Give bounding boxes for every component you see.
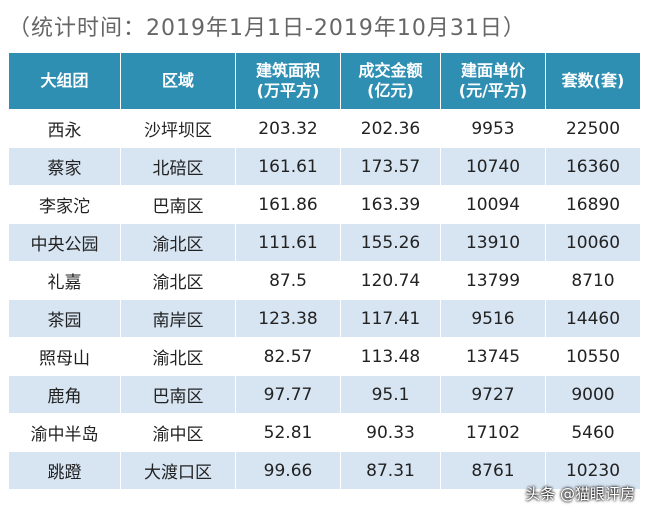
header-text: 建筑面积 [255, 61, 320, 80]
table-cell: 中央公园 [8, 223, 121, 262]
table-cell: 82.57 [235, 337, 341, 376]
table-cell: 跳蹬 [8, 451, 121, 490]
table-row: 鹿角 巴南区 97.77 95.1 9727 9000 [8, 375, 641, 414]
table-cell: 161.61 [235, 147, 341, 186]
table-cell: 渝中半岛 [8, 413, 121, 452]
table-cell: 14460 [545, 299, 641, 338]
table-cell: 87.5 [235, 261, 341, 300]
header-cell: 区域 [120, 52, 236, 110]
table-cell: 161.86 [235, 185, 341, 224]
table-cell: 渝北区 [120, 223, 236, 262]
table-cell: 203.32 [235, 109, 341, 148]
table-cell: 99.66 [235, 451, 341, 490]
header-row: 大组团 区域 建筑面积 (万平方) 成交金额 (亿元) 建面单价 (元/平方) 套数(套) [8, 52, 641, 110]
table-cell: 117.41 [340, 299, 441, 338]
table-row: 蔡家 北碚区 161.61 173.57 10740 16360 [8, 147, 641, 186]
table-cell: 16890 [545, 185, 641, 224]
table-row: 照母山 渝北区 82.57 113.48 13745 10550 [8, 337, 641, 376]
table-cell: 16360 [545, 147, 641, 186]
table-cell: 礼嘉 [8, 261, 121, 300]
table-cell: 120.74 [340, 261, 441, 300]
table-cell: 渝中区 [120, 413, 236, 452]
table-cell: 13910 [440, 223, 546, 262]
table-cell: 北碚区 [120, 147, 236, 186]
table-cell: 95.1 [340, 375, 441, 414]
table-cell: 大渡口区 [120, 451, 236, 490]
table-cell: 西永 [8, 109, 121, 148]
table-cell: 17102 [440, 413, 546, 452]
watermark: 头条 @猫眼评房 [525, 485, 635, 503]
header-text: 区域 [161, 71, 194, 90]
table-cell: 李家沱 [8, 185, 121, 224]
data-table: 大组团 区域 建筑面积 (万平方) 成交金额 (亿元) 建面单价 (元/平方) 套数(套) 西永… [8, 52, 641, 490]
table-cell: 渝北区 [120, 261, 236, 300]
table-cell: 巴南区 [120, 185, 236, 224]
table-cell: 22500 [545, 109, 641, 148]
table-cell: 10550 [545, 337, 641, 376]
table-cell: 9953 [440, 109, 546, 148]
header-cell: 成交金额 (亿元) [340, 52, 441, 110]
header-text: 大组团 [40, 71, 89, 90]
table-row: 茶园 南岸区 123.38 117.41 9516 14460 [8, 299, 641, 338]
table-cell: 87.31 [340, 451, 441, 490]
table-cell: 渝北区 [120, 337, 236, 376]
table-cell: 鹿角 [8, 375, 121, 414]
caption: （统计时间：2019年1月1日-2019年10月31日） [8, 16, 526, 41]
table-cell: 90.33 [340, 413, 441, 452]
header-cell: 大组团 [8, 52, 121, 110]
header-text: 建面单价 [460, 61, 525, 80]
table-row: 李家沱 巴南区 161.86 163.39 10094 16890 [8, 185, 641, 224]
header-cell: 建面单价 (元/平方) [440, 52, 546, 110]
table-cell: 照母山 [8, 337, 121, 376]
table-row: 西永 沙坪坝区 203.32 202.36 9953 22500 [8, 109, 641, 148]
table-row: 跳蹬 大渡口区 99.66 87.31 8761 10230 [8, 451, 641, 490]
table-cell: 8710 [545, 261, 641, 300]
table-cell: 10060 [545, 223, 641, 262]
table-cell: 10230 [545, 451, 641, 490]
table-row: 礼嘉 渝北区 87.5 120.74 13799 8710 [8, 261, 641, 300]
table-cell: 13745 [440, 337, 546, 376]
table-cell: 10740 [440, 147, 546, 186]
table-cell: 9000 [545, 375, 641, 414]
header-cell: 套数(套) [545, 52, 641, 110]
table-cell: 97.77 [235, 375, 341, 414]
table-cell: 9727 [440, 375, 546, 414]
table-cell: 巴南区 [120, 375, 236, 414]
table-cell: 111.61 [235, 223, 341, 262]
table-cell: 163.39 [340, 185, 441, 224]
table-cell: 123.38 [235, 299, 341, 338]
table-cell: 茶园 [8, 299, 121, 338]
header-text: 成交金额 [358, 61, 423, 80]
header-cell: 建筑面积 (万平方) [235, 52, 341, 110]
table-cell: 10094 [440, 185, 546, 224]
header-text: (亿元) [367, 81, 414, 100]
header-text: 套数(套) [561, 71, 625, 90]
table-row: 中央公园 渝北区 111.61 155.26 13910 10060 [8, 223, 641, 262]
table-cell: 52.81 [235, 413, 341, 452]
header-text: (元/平方) [458, 81, 528, 100]
table-cell: 13799 [440, 261, 546, 300]
table-body: 西永 沙坪坝区 203.32 202.36 9953 22500 蔡家 北碚区 161.61 17… [8, 109, 641, 490]
table-cell: 8761 [440, 451, 546, 490]
table-cell: 沙坪坝区 [120, 109, 236, 148]
table-cell: 5460 [545, 413, 641, 452]
table-row: 渝中半岛 渝中区 52.81 90.33 17102 5460 [8, 413, 641, 452]
table-cell: 蔡家 [8, 147, 121, 186]
table-cell: 202.36 [340, 109, 441, 148]
table-cell: 9516 [440, 299, 546, 338]
table-cell: 113.48 [340, 337, 441, 376]
table-cell: 155.26 [340, 223, 441, 262]
table-cell: 南岸区 [120, 299, 236, 338]
header-text: (万平方) [256, 81, 320, 100]
table-cell: 173.57 [340, 147, 441, 186]
